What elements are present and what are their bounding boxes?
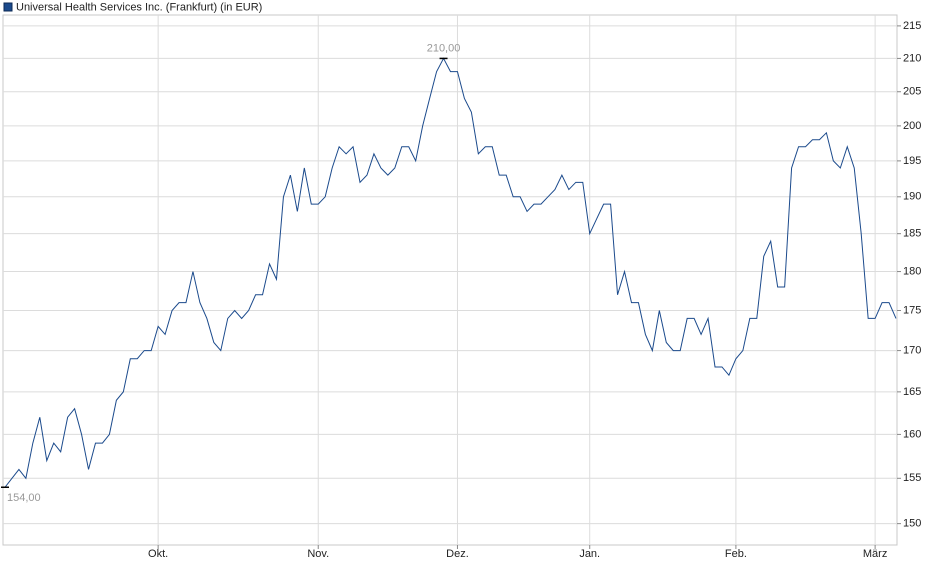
legend-label: Universal Health Services Inc. (Frankfur… [16, 1, 262, 13]
legend-swatch [3, 2, 13, 12]
x-tick-label: Feb. [725, 548, 747, 560]
x-tick-label: Jan. [579, 548, 600, 560]
y-tick-label: 190 [903, 191, 921, 203]
y-tick-label: 170 [903, 344, 921, 356]
x-tick-label: Dez. [446, 548, 469, 560]
y-tick-label: 210 [903, 52, 921, 64]
x-tick-label: Nov. [307, 548, 329, 560]
x-tick-label: Okt. [148, 548, 168, 560]
value-label: 210,00 [427, 42, 461, 54]
value-label: 154,00 [7, 492, 41, 504]
y-tick-label: 185 [903, 228, 921, 240]
y-tick-label: 180 [903, 265, 921, 277]
y-tick-label: 205 [903, 86, 921, 98]
x-tick-label: März [863, 548, 887, 560]
y-tick-label: 195 [903, 155, 921, 167]
y-tick-label: 200 [903, 120, 921, 132]
y-tick-label: 155 [903, 472, 921, 484]
y-tick-label: 215 [903, 20, 921, 32]
y-tick-label: 165 [903, 386, 921, 398]
y-tick-label: 175 [903, 304, 921, 316]
price-line [4, 57, 897, 488]
y-tick-label: 160 [903, 428, 921, 440]
plot-area [2, 14, 898, 546]
y-tick-label: 150 [903, 518, 921, 530]
